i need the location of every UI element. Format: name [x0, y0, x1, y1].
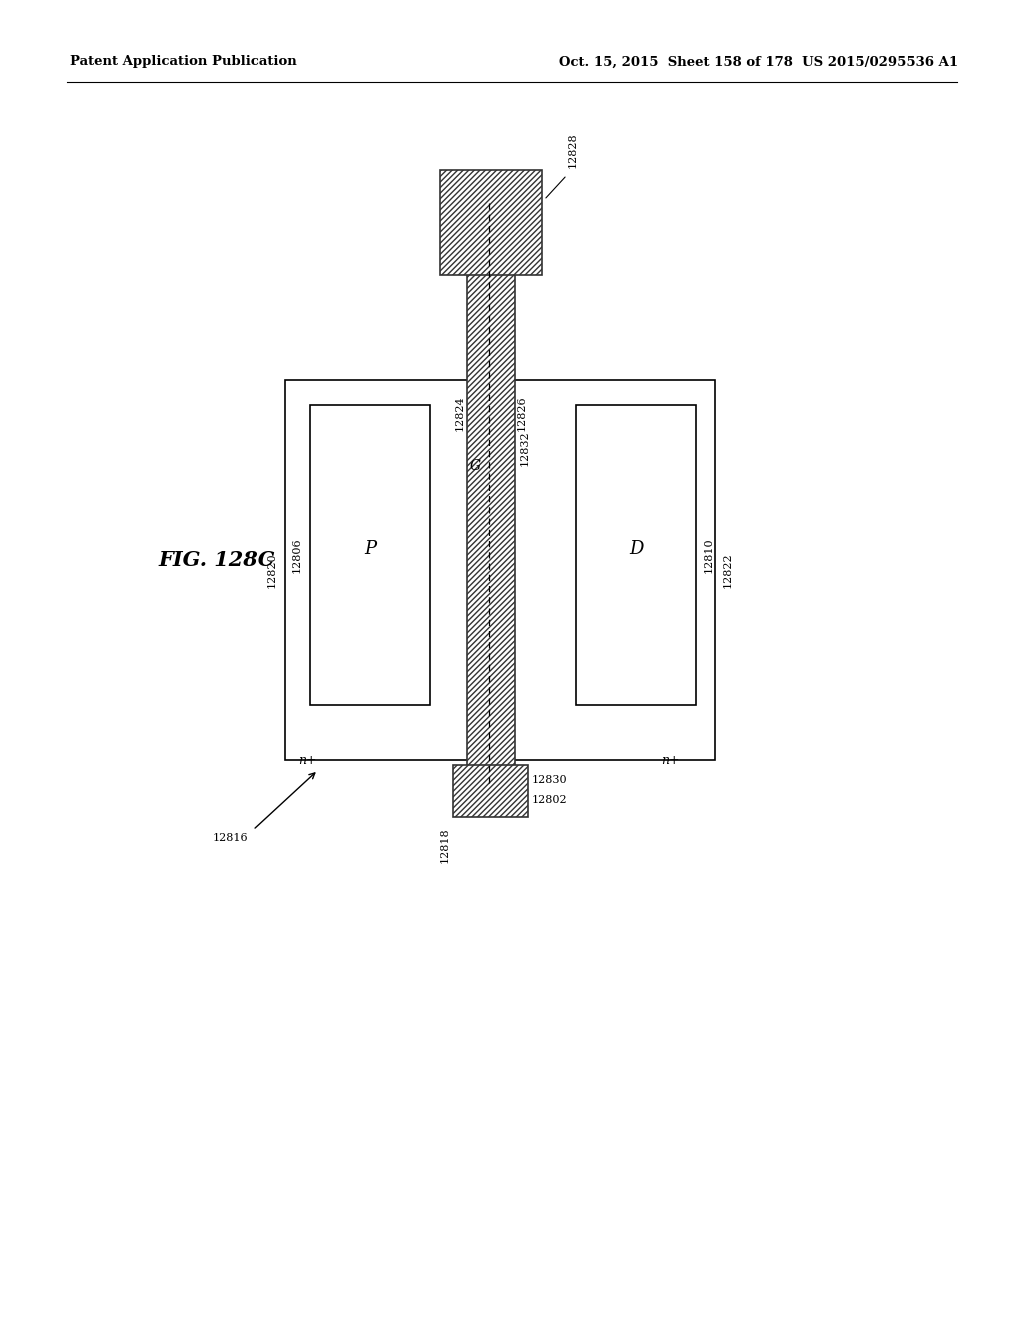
Text: 12818: 12818 — [440, 828, 450, 863]
Bar — [285, 380, 715, 760]
Bar — [310, 405, 430, 705]
Text: Patent Application Publication: Patent Application Publication — [70, 55, 297, 69]
Text: D: D — [629, 540, 643, 558]
Text: n+: n+ — [662, 754, 680, 767]
Text: 12816: 12816 — [212, 833, 248, 843]
Bar — [575, 405, 696, 705]
Text: Oct. 15, 2015  Sheet 158 of 178  US 2015/0295536 A1: Oct. 15, 2015 Sheet 158 of 178 US 2015/0… — [559, 55, 958, 69]
Text: 12826: 12826 — [517, 395, 527, 430]
Text: 12822: 12822 — [723, 552, 733, 587]
Text: 12830: 12830 — [532, 775, 567, 785]
Text: 12802: 12802 — [532, 795, 567, 805]
Bar — [453, 766, 528, 817]
Bar — [440, 170, 542, 275]
Bar — [467, 201, 515, 789]
Text: 12832: 12832 — [520, 430, 530, 466]
Text: 12828: 12828 — [568, 132, 578, 168]
Text: G: G — [469, 458, 480, 473]
Text: 12824: 12824 — [455, 395, 465, 430]
Text: 12820: 12820 — [267, 552, 278, 587]
Text: 12810: 12810 — [705, 537, 714, 573]
Text: FIG. 128C: FIG. 128C — [158, 550, 274, 570]
Text: P: P — [364, 540, 376, 558]
Text: n+: n+ — [298, 754, 316, 767]
Text: 12806: 12806 — [292, 537, 302, 573]
